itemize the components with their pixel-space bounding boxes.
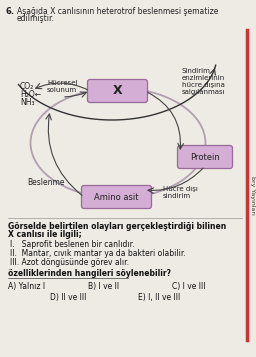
Text: I.   Saprofit beslenen bir canlıdır.: I. Saprofit beslenen bir canlıdır. <box>10 240 134 249</box>
Text: D) II ve III: D) II ve III <box>50 293 86 302</box>
Text: Aşağıda X canlısının heterotrof beslenmesi şematize: Aşağıda X canlısının heterotrof beslenme… <box>17 7 218 16</box>
FancyBboxPatch shape <box>88 80 147 102</box>
Text: Hücresel: Hücresel <box>47 80 78 86</box>
Text: Hücre dışı: Hücre dışı <box>163 186 198 192</box>
Text: H₂O←: H₂O← <box>20 90 41 99</box>
Text: Protein: Protein <box>190 152 220 161</box>
Text: salgılanması: salgılanması <box>182 89 226 95</box>
Text: B) I ve II: B) I ve II <box>88 282 119 291</box>
Text: Amino asit: Amino asit <box>94 192 139 201</box>
Text: enzimlerinin: enzimlerinin <box>182 75 225 81</box>
Text: edilmiştir.: edilmiştir. <box>17 14 55 23</box>
Text: CO₂: CO₂ <box>20 82 34 91</box>
Text: sindirim: sindirim <box>163 193 191 199</box>
Text: E) I, II ve III: E) I, II ve III <box>138 293 180 302</box>
Text: 6.: 6. <box>6 7 15 16</box>
Text: II.  Mantar, cıvık mantar ya da bakteri olabilir.: II. Mantar, cıvık mantar ya da bakteri o… <box>10 249 186 258</box>
Text: C) I ve III: C) I ve III <box>172 282 206 291</box>
Text: hücre dışına: hücre dışına <box>182 82 225 88</box>
FancyBboxPatch shape <box>81 186 152 208</box>
Text: X canlısı ile ilgili;: X canlısı ile ilgili; <box>8 230 82 239</box>
Text: A) Yalnız I: A) Yalnız I <box>8 282 45 291</box>
Text: Görselde belirtilen olayları gerçekleştirdiği bilinen: Görselde belirtilen olayları gerçekleşti… <box>8 222 226 231</box>
Text: bry Yayınları: bry Yayınları <box>251 176 255 214</box>
Text: III. Azot döngüsünde görev alır.: III. Azot döngüsünde görev alır. <box>10 258 129 267</box>
Text: solunum: solunum <box>47 87 77 93</box>
Text: Beslenme: Beslenme <box>27 178 65 187</box>
Text: NH₃: NH₃ <box>20 98 35 107</box>
FancyBboxPatch shape <box>177 146 232 169</box>
Text: Sindirim: Sindirim <box>182 68 211 74</box>
Text: X: X <box>113 85 122 97</box>
Text: özelliklerinden hangileri söylenebilir?: özelliklerinden hangileri söylenebilir? <box>8 269 171 278</box>
